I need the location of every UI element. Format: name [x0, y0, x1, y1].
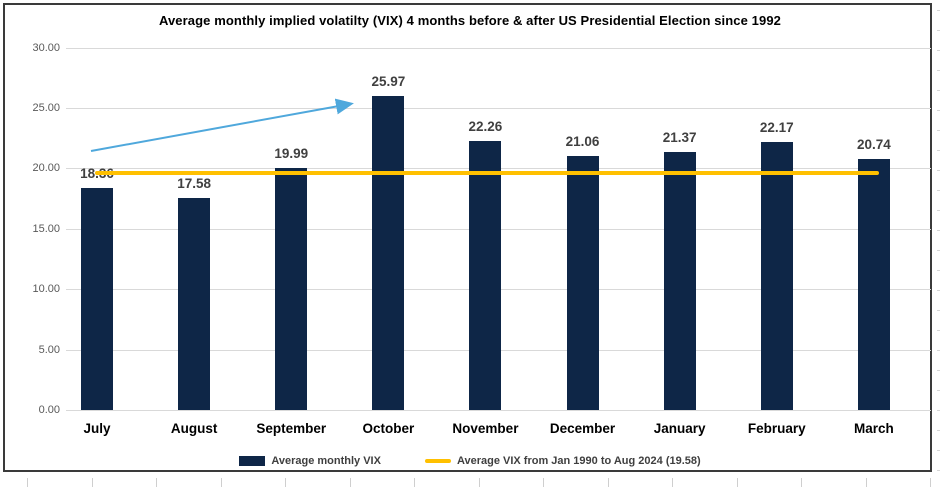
vix-bar	[81, 188, 114, 410]
spreadsheet-gridline-stub	[937, 450, 940, 451]
legend-item-average-line: Average VIX from Jan 1990 to Aug 2024 (1…	[424, 455, 701, 467]
vix-bar	[760, 142, 793, 410]
spreadsheet-gridline-stub	[672, 478, 673, 487]
spreadsheet-gridline-stub	[736, 478, 738, 487]
spreadsheet-gridline-stub	[937, 150, 940, 151]
vix-bar	[566, 155, 599, 410]
chart-legend: Average monthly VIX Average VIX from Jan…	[0, 452, 940, 470]
spreadsheet-gridline-stub	[937, 330, 940, 331]
y-axis-tick-label: 25.00	[32, 101, 60, 114]
legend-label: Average monthly VIX	[271, 455, 381, 467]
spreadsheet-gridline-stub	[543, 478, 544, 487]
spreadsheet-gridline-stub	[937, 350, 940, 351]
y-gridline	[66, 410, 931, 411]
vix-bar	[275, 168, 308, 410]
x-axis-category-label: February	[747, 421, 806, 436]
spreadsheet-gridline-stub	[27, 478, 28, 487]
spreadsheet-gridline-stub	[937, 230, 940, 231]
bar-value-label: 22.26	[468, 119, 503, 135]
bar-value-label: 21.06	[565, 133, 600, 149]
y-gridline	[66, 47, 931, 49]
legend-label: Average VIX from Jan 1990 to Aug 2024 (1…	[456, 455, 701, 467]
y-gridline	[66, 107, 931, 109]
legend-item-monthly-vix: Average monthly VIX	[239, 455, 381, 467]
y-axis-tick-label: 0.00	[38, 404, 60, 416]
bar-value-label: 22.17	[759, 120, 794, 136]
spreadsheet-gridline-stub	[937, 170, 940, 171]
x-axis-category-label: January	[653, 421, 706, 436]
spreadsheet-gridline-stub	[937, 70, 940, 71]
x-axis-category-label: September	[256, 421, 327, 436]
vix-bar	[663, 151, 696, 410]
spreadsheet-gridline-stub	[937, 130, 940, 131]
spreadsheet-gridline-stub	[937, 190, 940, 191]
x-axis-category-label: December	[549, 421, 616, 436]
spreadsheet-gridline-stub	[937, 410, 940, 411]
spreadsheet-gridline-stub	[937, 30, 940, 31]
line-series-swatch-icon	[424, 459, 451, 463]
spreadsheet-gridline-stub	[91, 478, 93, 487]
bar-value-label: 19.99	[274, 146, 309, 162]
vix-bar	[372, 96, 405, 410]
vix-bar	[469, 141, 502, 410]
spreadsheet-gridline-stub	[801, 478, 802, 487]
spreadsheet-gridline-stub	[937, 470, 940, 471]
y-axis-tick-label: 15.00	[32, 222, 60, 235]
spreadsheet-gridline-stub	[937, 430, 940, 431]
spreadsheet-gridline-stub	[156, 478, 157, 487]
x-axis-category-label: October	[362, 421, 415, 436]
bar-value-label: 17.58	[177, 175, 212, 191]
spreadsheet-gridline-stub	[937, 310, 940, 311]
spreadsheet-gridline-stub	[937, 390, 940, 391]
spreadsheet-gridline-stub	[937, 250, 940, 251]
spreadsheet-gridline-stub	[607, 478, 609, 487]
chart-title: Average monthly implied volatilty (VIX) …	[158, 13, 782, 28]
x-axis-category-label: November	[452, 421, 519, 436]
spreadsheet-gridline-stub	[865, 478, 867, 487]
bar-value-label: 25.97	[371, 74, 406, 90]
x-axis-category-label: March	[853, 421, 894, 436]
y-axis-tick-label: 5.00	[38, 343, 60, 356]
spreadsheet-gridline-stub	[937, 110, 940, 111]
vix-bar	[178, 197, 211, 410]
bar-value-label: 20.74	[856, 137, 891, 153]
y-axis-tick-label: 10.00	[32, 283, 60, 296]
spreadsheet-gridline-stub	[937, 50, 940, 51]
spreadsheet-gridline-stub	[937, 90, 940, 91]
bar-series-swatch-icon	[239, 456, 266, 466]
spreadsheet-gridline-stub	[478, 478, 480, 487]
y-axis-tick-label: 30.00	[32, 41, 60, 54]
spreadsheet-gridline-stub	[937, 370, 940, 371]
spreadsheet-gridline-stub	[937, 10, 940, 11]
spreadsheet-gridline-stub	[937, 210, 940, 211]
spreadsheet-gridline-stub	[930, 478, 931, 487]
x-axis-category-label: July	[83, 421, 111, 436]
bar-value-label: 21.37	[662, 129, 697, 145]
spreadsheet-gridline-stub	[220, 478, 222, 487]
y-axis-tick-label: 20.00	[32, 162, 60, 175]
spreadsheet-gridline-stub	[414, 478, 415, 487]
x-axis-category-label: August	[170, 421, 218, 436]
spreadsheet-gridline-stub	[285, 478, 286, 487]
spreadsheet-gridline-stub	[349, 478, 351, 487]
spreadsheet-gridline-stub	[937, 270, 940, 271]
vix-bar	[857, 159, 890, 410]
spreadsheet-gridline-stub	[937, 290, 940, 291]
average-reference-line	[95, 171, 879, 176]
